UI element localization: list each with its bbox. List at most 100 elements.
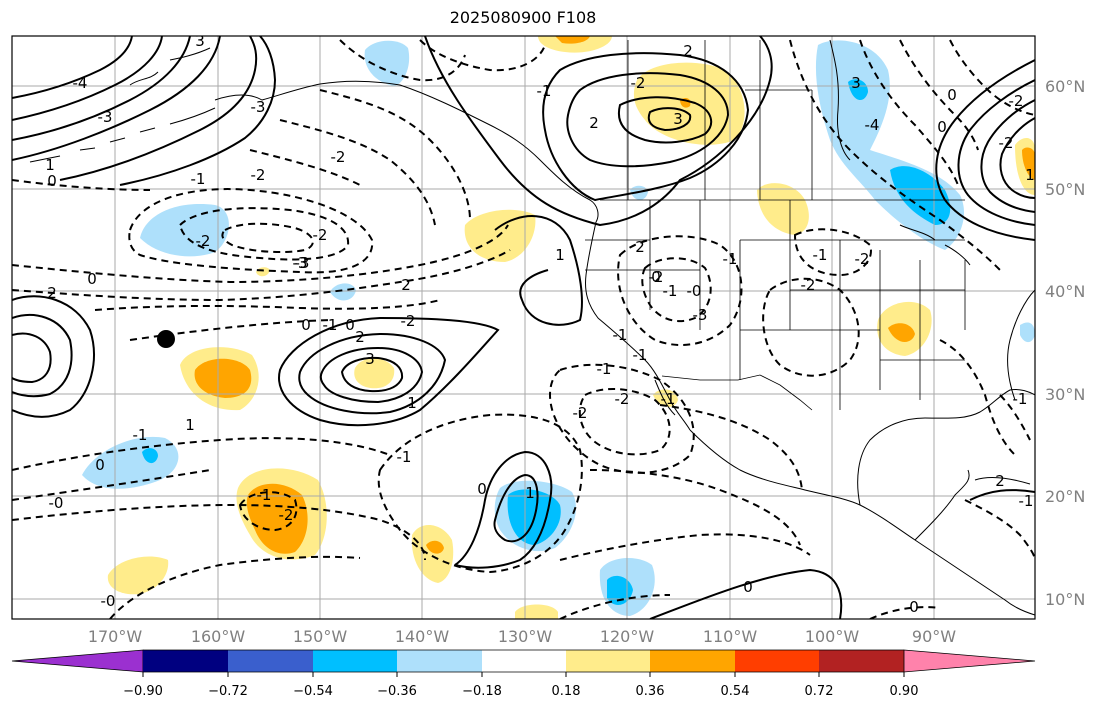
contour-label: -0 (687, 282, 702, 300)
fill-yellow-south-west (107, 556, 169, 595)
contour-label: -1 (1019, 492, 1034, 510)
dashed-tropical-2 (12, 437, 391, 471)
latitude-label: 40°N (1045, 282, 1085, 301)
dashed-gulf-low-1 (128, 188, 374, 274)
dashed-contours (12, 39, 1035, 619)
contour-label: -1 (397, 448, 412, 466)
fill-light-blue-east-edge (1020, 322, 1035, 343)
contour-label: 1 (407, 394, 417, 412)
fill-orange-north-edge (555, 36, 590, 44)
contour-label: -3 (251, 98, 266, 116)
contour-label: -1 (1013, 390, 1028, 408)
latitude-label: 10°N (1045, 590, 1085, 609)
dashed-rockies (762, 277, 860, 377)
contour-label: 0 (87, 270, 97, 288)
longitude-label: 90°W (912, 627, 956, 646)
mexico-coast (689, 429, 1035, 616)
dashed-north-2 (279, 119, 436, 226)
contour-label: -0 (101, 592, 116, 610)
colorbar-tick-label: 0.90 (890, 684, 919, 699)
dashed-mexico-1 (589, 469, 801, 546)
latitude-label: 30°N (1045, 385, 1085, 404)
contour-label: -2 (196, 232, 211, 250)
contour-label: 1 (185, 416, 195, 434)
dashed-hawaii-low (238, 491, 298, 532)
colorbar-navy (143, 650, 228, 672)
longitude-label: 140°W (395, 627, 450, 646)
contour-label: -2 (279, 506, 294, 524)
fill-yellow-subtropical-low (354, 358, 395, 389)
longitude-label: 110°W (703, 627, 758, 646)
colorbar-red-orange (735, 650, 819, 672)
aleutians (29, 107, 216, 163)
contour-label: 2 (589, 114, 599, 132)
latitude-label: 20°N (1045, 487, 1085, 506)
fill-light-blue-gulf-of-alaska (140, 204, 229, 257)
colorbar-tick-label: 0.72 (805, 684, 834, 699)
contour-label: 0 (477, 480, 487, 498)
contour-label: 0 (345, 316, 355, 334)
contour-alaska-high-2 (542, 52, 750, 202)
longitude-label: 170°W (88, 627, 143, 646)
fill-yellow-north-edge (538, 36, 612, 53)
contour-east-high-4 (999, 117, 1035, 199)
contour-label: 3 (673, 110, 683, 128)
contour-subtropical-2 (298, 332, 447, 415)
contour-label: -1 (191, 170, 206, 188)
contour-label: 2 (401, 276, 411, 294)
dashed-tropical-3 (12, 469, 211, 501)
contour-label: -3 (295, 254, 310, 272)
contour-nw-6 (119, 36, 277, 186)
contour-nw-3 (12, 36, 163, 121)
dashed-east-1 (939, 339, 1016, 456)
contour-label: -2 (631, 74, 646, 92)
alaska-coast (129, 47, 599, 223)
colorbar-light-blue (397, 650, 482, 672)
contour-label: -2 (1009, 92, 1024, 110)
contour-label: -3 (98, 108, 113, 126)
contour-label: 2 (683, 42, 693, 60)
fill-orange-east-canada (1022, 147, 1035, 180)
longitude-label: 150°W (293, 627, 348, 646)
contour-label: -2 (615, 390, 630, 408)
map-title: 2025080900 F108 (449, 8, 597, 27)
dashed-canada-trough (789, 39, 1001, 271)
fill-yellow-washington (464, 209, 536, 262)
contour-high-west-2 (12, 314, 73, 398)
contour-label: 0 (909, 598, 919, 616)
contour-label: 2 (635, 238, 645, 256)
contour-label: -1 (663, 282, 678, 300)
contour-label: -1 (597, 360, 612, 378)
contour-label: 1 (45, 156, 55, 174)
fill-orange-tropical-west (426, 540, 444, 554)
contour-label: 1 (525, 484, 535, 502)
dashed-south-2 (869, 606, 941, 619)
colorbar-tick-label: −0.54 (293, 684, 333, 699)
dashed-pacific-4 (129, 319, 331, 341)
colorbar-tick-label: −0.36 (377, 684, 417, 699)
dashed-west-coast-low-1 (617, 235, 743, 346)
longitude-label: 130°W (498, 627, 553, 646)
contour-alaska-high-5 (647, 107, 692, 132)
colorbar-tick-label: 0.54 (721, 684, 750, 699)
contour-label: -2 (649, 268, 664, 286)
contour-label: -1 (537, 82, 552, 100)
contour-nw-2 (12, 36, 191, 141)
latitude-label: 50°N (1045, 180, 1085, 199)
contour-alaska-high-3 (566, 72, 730, 168)
fill-deep-sky-great-lakes (890, 166, 951, 225)
contour-label: 0 (95, 456, 105, 474)
contour-label: -0 (49, 494, 64, 512)
contour-label: 3 (195, 32, 205, 50)
contour-nw-1 (12, 36, 221, 161)
colorbar-extend-low (11, 649, 144, 673)
dashed-tropical-4 (12, 503, 426, 561)
contour-label: -1 (813, 246, 828, 264)
latitude-labels: 60°N 50°N 40°N 30°N 20°N 10°N (1045, 77, 1085, 609)
contour-south-0 (649, 568, 843, 619)
contour-label: 0 (947, 86, 957, 104)
contour-label: -1 (257, 486, 272, 504)
gridlines (12, 36, 1035, 619)
contour-east-high-3 (980, 99, 1035, 213)
